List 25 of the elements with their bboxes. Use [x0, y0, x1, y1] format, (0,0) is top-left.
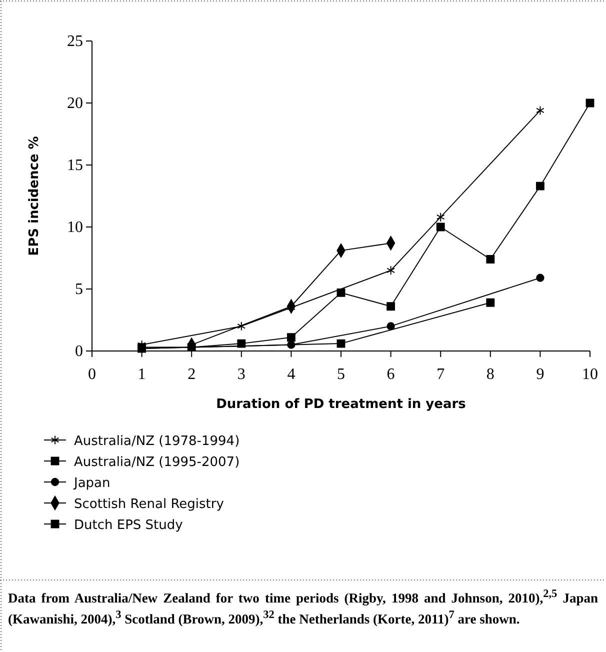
legend-label: Australia/NZ (1978-1994): [74, 434, 240, 449]
x-tick-label: 1: [138, 366, 146, 384]
y-axis-title: EPS incidence %: [27, 136, 42, 256]
x-tick-label: 5: [337, 366, 345, 384]
y-tick-label: 15: [67, 157, 83, 174]
x-axis-title: Duration of PD treatment in years: [216, 397, 466, 412]
text: Data from Australia/New Zealand for two time periods (Rigby, 1998 and Johnson, 2010),$^{2,5}$ Japan (Kawanishi, 2004),$^{3}$ Scotland (Brown, 2009),$^{32}$ the Netherlands (Korte, 2011)$^{7}$ are shown.: [8, 588, 598, 626]
legend-label: Scottish Renal Registry: [74, 497, 224, 512]
legend-label: Japan: [73, 476, 110, 491]
y-tick-label: 5: [75, 281, 83, 298]
x-tick-label: 3: [237, 366, 246, 384]
legend-label: Dutch EPS Study: [74, 518, 184, 533]
x-tick-label: 9: [536, 366, 544, 384]
x-tick-label: 8: [486, 366, 494, 384]
y-tick-label: 25: [67, 33, 83, 50]
y-tick-label: 20: [67, 95, 83, 112]
x-tick-label: 7: [436, 366, 445, 384]
x-tick-label: 4: [287, 366, 296, 384]
y-tick-label: 0: [75, 343, 83, 360]
x-tick-label: 2: [188, 366, 196, 384]
x-tick-label: 6: [386, 366, 395, 384]
x-tick-label: 10: [582, 366, 598, 384]
x-tick-label: 0: [88, 366, 96, 384]
y-tick-label: 10: [67, 219, 83, 236]
legend-label: Australia/NZ (1995-2007): [74, 455, 240, 470]
